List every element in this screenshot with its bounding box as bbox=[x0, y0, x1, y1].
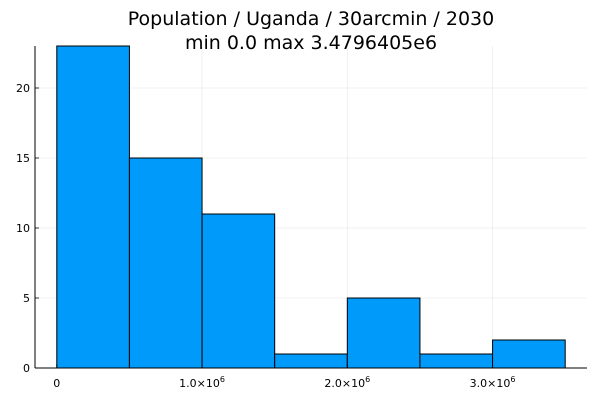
x-axis-ticks: 0 1.0×106 2.0×106 3.0×106 bbox=[53, 364, 515, 390]
x-tick-label-1: 1.0×106 bbox=[179, 375, 225, 390]
histogram-bar-6 bbox=[419, 353, 494, 369]
x-tick-label-0: 0 bbox=[53, 377, 60, 390]
histogram-bar-5 bbox=[346, 297, 421, 369]
chart-subtitle: min 0.0 max 3.4796405e6 bbox=[185, 32, 437, 54]
y-axis-ticks: 0 5 10 15 20 bbox=[16, 82, 39, 375]
axes bbox=[34, 46, 587, 369]
histogram-bar-3 bbox=[201, 213, 276, 369]
x-tick-label-3: 3.0×106 bbox=[470, 375, 516, 390]
y-tick-label-3: 15 bbox=[16, 152, 30, 165]
histogram-bars bbox=[56, 45, 566, 369]
histogram-bar-1 bbox=[56, 45, 130, 369]
histogram-bar-2 bbox=[128, 157, 203, 369]
y-tick-label-2: 10 bbox=[16, 222, 30, 235]
histogram-bar-7 bbox=[492, 339, 566, 369]
y-tick-label-1: 5 bbox=[23, 292, 30, 305]
y-tick-label-0: 0 bbox=[23, 362, 30, 375]
chart-title: Population / Uganda / 30arcmin / 2030 bbox=[128, 8, 494, 30]
x-tick-label-2: 2.0×106 bbox=[324, 375, 370, 390]
y-tick-label-4: 20 bbox=[16, 82, 30, 95]
histogram-bar-4 bbox=[274, 353, 348, 369]
